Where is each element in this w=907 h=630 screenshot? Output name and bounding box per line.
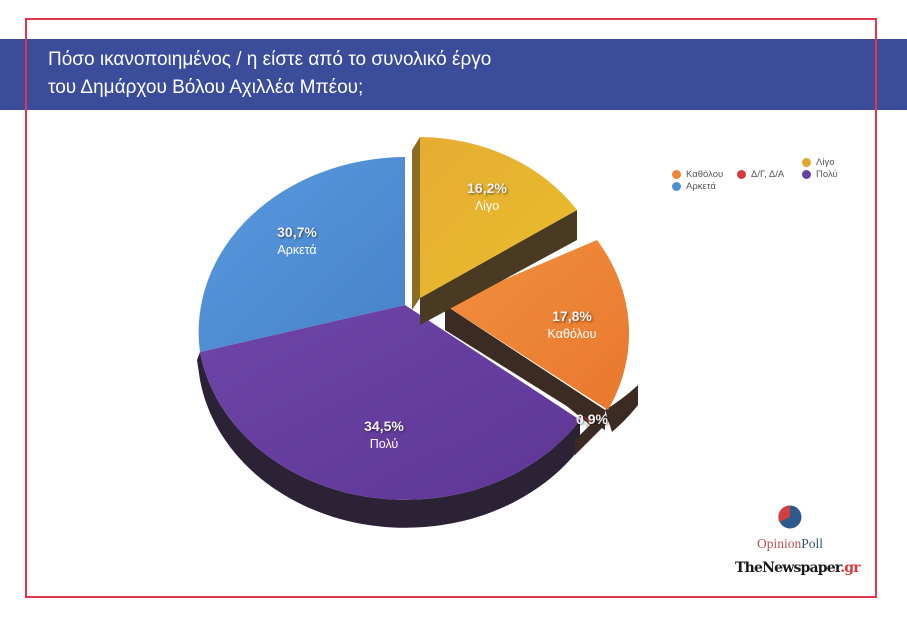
label-ligo-pct: 16,2%	[467, 180, 507, 196]
legend-label: Πολύ	[816, 169, 838, 180]
newspaper-gr-text: .gr	[840, 560, 860, 576]
label-poly-pct: 34,5%	[364, 418, 404, 434]
legend-item-arketa: Αρκετά	[672, 181, 716, 192]
poll-text: Poll	[801, 536, 824, 551]
chart-title: Πόσο ικανοποιημένος / η είστε από το συν…	[48, 46, 491, 102]
slice-ligo[interactable]	[412, 137, 577, 325]
label-katholou-name: Καθόλου	[547, 327, 597, 341]
legend-item-ligo: Λίγο	[802, 157, 835, 168]
legend-dot-icon	[672, 170, 681, 179]
title-line-2: του Δημάρχου Βόλου Αχιλλέα Μπέου;	[48, 77, 364, 98]
thenewspaper-logo: TheNewspaper.gr	[735, 560, 861, 576]
pie-depth-main	[197, 352, 580, 528]
legend-item-poly: Πολύ	[802, 169, 838, 180]
legend-dot-icon	[672, 182, 681, 191]
label-poly: 34,5% Πολύ	[364, 418, 404, 451]
legend-dot-icon	[802, 170, 811, 179]
label-arketa: 30,7% Αρκετά	[277, 224, 317, 257]
legend-label: Καθόλου	[686, 169, 724, 180]
legend-item-dg: Δ/Γ, Δ/Α	[737, 169, 784, 180]
opinion-text: Opinion	[756, 536, 802, 551]
legend-label: Λίγο	[816, 157, 835, 168]
label-ligo: 16,2% Λίγο	[467, 180, 507, 213]
opinionpoll-pie-icon	[778, 505, 802, 529]
label-arketa-pct: 30,7%	[277, 224, 317, 240]
label-katholou: 17,8% Καθόλου	[548, 308, 597, 341]
label-arketa-name: Αρκετά	[277, 243, 317, 257]
legend-item-katholou: Καθόλου	[672, 169, 723, 180]
label-ligo-name: Λίγο	[474, 199, 500, 213]
opinionpoll-logo: OpinionPoll	[755, 505, 825, 552]
legend-label: Δ/Γ, Δ/Α	[751, 169, 785, 180]
title-band	[0, 39, 907, 110]
legend-dot-icon	[802, 158, 811, 167]
legend-dot-icon	[737, 170, 746, 179]
legend-label: Αρκετά	[686, 181, 716, 192]
label-dg-pct: 0,9%	[576, 411, 608, 427]
slice-poly[interactable]	[200, 305, 580, 500]
newspaper-text: TheNewspaper	[735, 560, 841, 576]
slice-arketa[interactable]	[198, 157, 405, 352]
title-line-1: Πόσο ικανοποιημένος / η είστε από το συν…	[48, 49, 492, 70]
label-katholou-pct: 17,8%	[552, 308, 592, 324]
label-dg: 0,9%	[576, 411, 608, 427]
slice-katholou[interactable]	[445, 240, 638, 432]
label-poly-name: Πολύ	[369, 437, 399, 451]
